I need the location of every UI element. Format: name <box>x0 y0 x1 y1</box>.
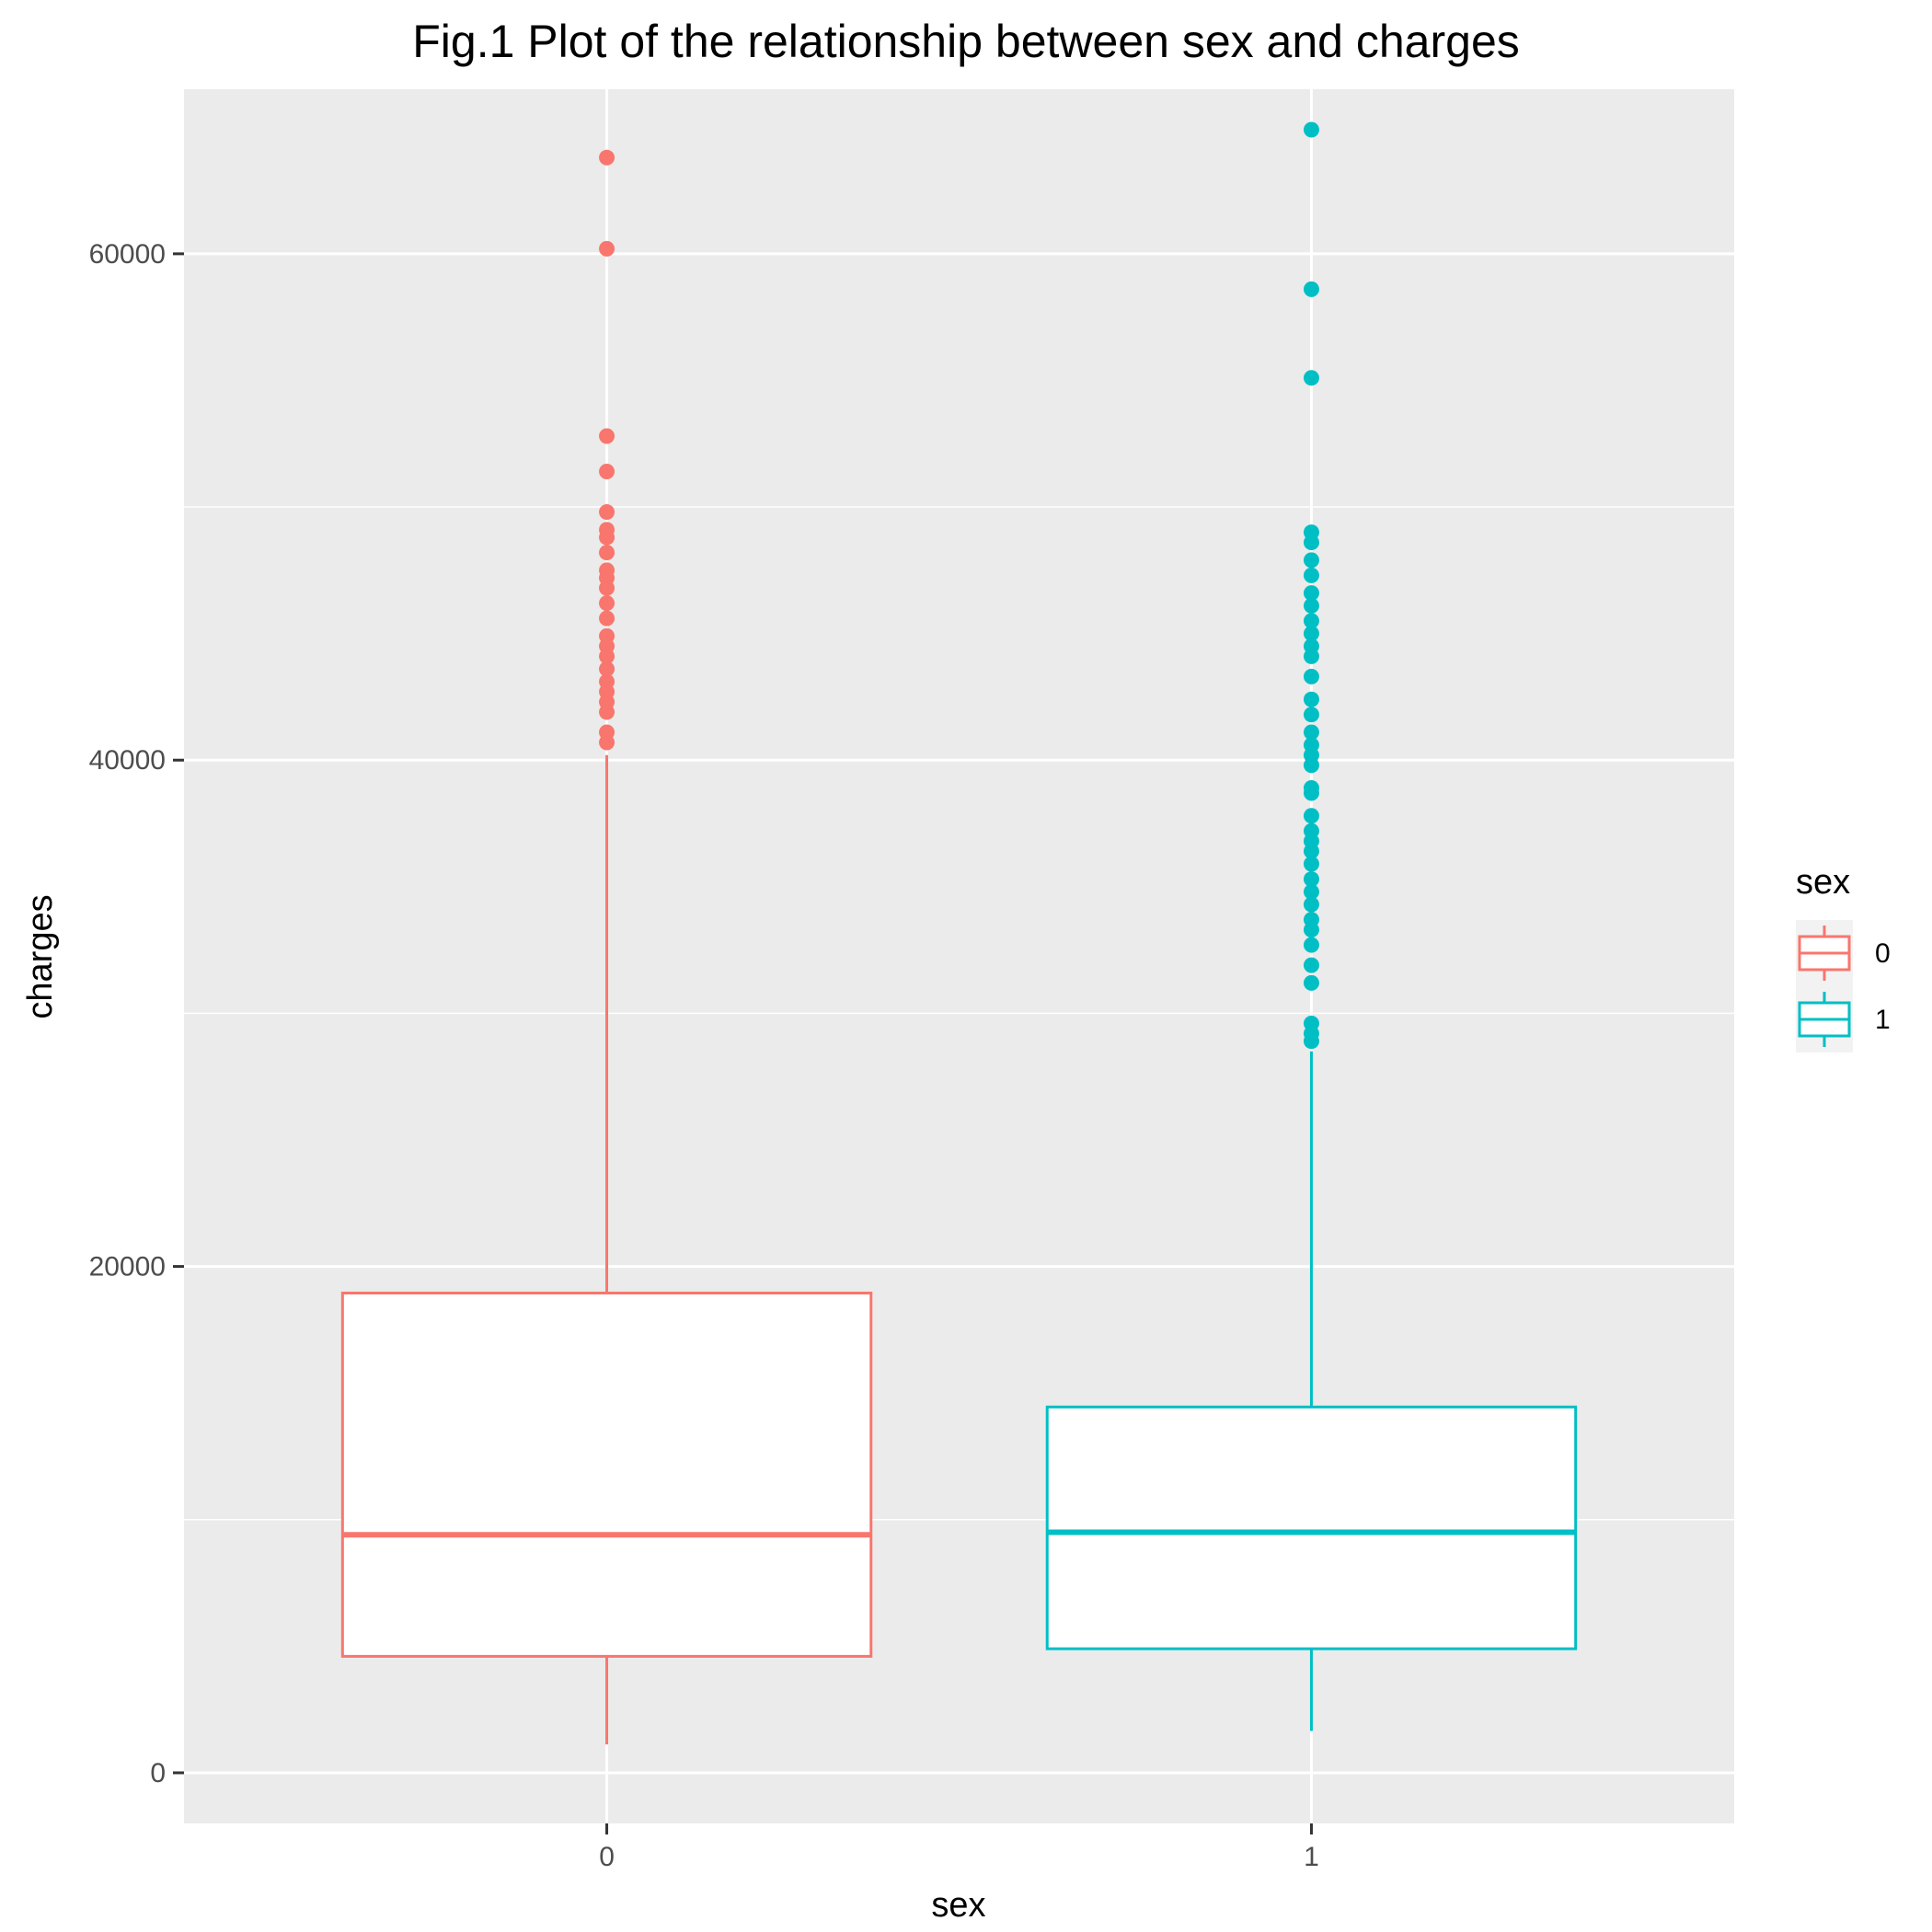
outlier-point <box>1303 648 1319 664</box>
outlier-point <box>599 240 615 257</box>
chart-title: Fig.1 Plot of the relationship between s… <box>412 16 1520 67</box>
outlier-point <box>1303 597 1319 614</box>
outlier-point <box>1303 552 1319 569</box>
x-tick-label: 1 <box>1304 1842 1319 1872</box>
legend: sex 0 1 <box>1796 863 1891 1052</box>
outlier-point <box>599 529 615 546</box>
outlier-point <box>1303 121 1319 138</box>
outlier-point <box>1303 668 1319 684</box>
legend-label: 1 <box>1875 1005 1891 1035</box>
outlier-point <box>1303 785 1319 801</box>
outlier-point <box>1303 707 1319 723</box>
box-group-1 <box>1045 121 1578 1731</box>
outlier-point <box>1303 957 1319 973</box>
y-axis-title: charges <box>21 894 60 1018</box>
outlier-point <box>1303 613 1319 629</box>
outlier-point <box>1303 626 1319 642</box>
outlier-point <box>599 704 615 720</box>
legend-label: 0 <box>1875 938 1891 969</box>
y-axis: 0 20000 40000 60000 <box>89 239 184 1788</box>
outlier-point <box>1303 370 1319 386</box>
outlier-point <box>599 734 615 751</box>
legend-title: sex <box>1796 863 1850 902</box>
outlier-point <box>599 648 615 664</box>
legend-item-1: 1 <box>1798 992 1891 1047</box>
outlier-point <box>1303 937 1319 953</box>
outlier-point <box>1303 724 1319 741</box>
outlier-point <box>599 464 615 480</box>
y-tick-label: 40000 <box>89 745 166 776</box>
outlier-point <box>1303 1033 1319 1050</box>
outlier-point <box>599 595 615 612</box>
x-tick-label: 0 <box>599 1842 615 1872</box>
outlier-point <box>1303 691 1319 707</box>
outlier-point <box>1303 843 1319 859</box>
outlier-point <box>599 545 615 561</box>
outlier-point <box>599 149 615 166</box>
boxplot-layer <box>340 121 1578 1745</box>
outlier-point <box>1303 585 1319 602</box>
outlier-point <box>1303 808 1319 824</box>
outlier-point <box>599 580 615 596</box>
outlier-point <box>1303 281 1319 297</box>
y-tick-label: 0 <box>150 1758 166 1788</box>
y-tick-label: 60000 <box>89 239 166 270</box>
outlier-point <box>1303 856 1319 872</box>
x-axis-title: sex <box>931 1886 985 1925</box>
outlier-point <box>1303 922 1319 938</box>
y-tick-label: 20000 <box>89 1252 166 1282</box>
outlier-point <box>1303 974 1319 991</box>
outlier-point <box>1303 896 1319 913</box>
outlier-point <box>1303 871 1319 888</box>
outlier-point <box>599 610 615 627</box>
outlier-point <box>1303 757 1319 774</box>
outlier-point <box>599 661 615 677</box>
box-body <box>340 1291 873 1658</box>
box-group-0 <box>340 149 873 1745</box>
outlier-point <box>599 428 615 444</box>
outlier-point <box>599 504 615 521</box>
box-body <box>1045 1405 1578 1650</box>
outlier-point <box>1303 567 1319 583</box>
legend-item-0: 0 <box>1798 926 1891 981</box>
outlier-point <box>1303 535 1319 551</box>
outlier-point <box>1303 883 1319 900</box>
